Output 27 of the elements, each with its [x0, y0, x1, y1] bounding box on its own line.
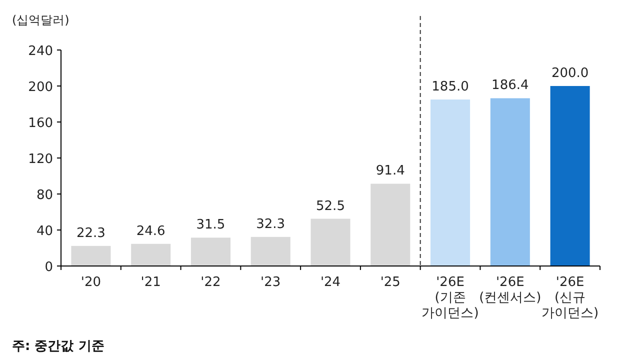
text: 주: 중간값 기준: [12, 339, 104, 354]
x-tick-label: '25: [380, 275, 400, 290]
x-tick-label: '20: [80, 275, 102, 290]
data-label: 200.0: [551, 66, 589, 81]
y-tick-label: 120: [28, 152, 53, 167]
x-tick-label: '24: [320, 275, 341, 290]
x-tick-label: '26E (컨센서스): [479, 275, 542, 306]
data-label: 52.5: [316, 198, 345, 214]
x-tick-label: '23: [260, 275, 281, 290]
data-label: 24.6: [136, 224, 166, 239]
y-tick-label: 80: [36, 188, 53, 203]
y-tick-label: 40: [36, 224, 53, 239]
y-tick-label: 160: [28, 116, 53, 131]
data-label: 91.4: [376, 164, 405, 179]
x-tick-label: '26E (신규 가이던스): [542, 275, 599, 322]
y-tick-label: 240: [28, 44, 53, 59]
data-label: 31.5: [196, 218, 226, 233]
data-label: 185.0: [432, 80, 469, 94]
y-tick-label: 0: [44, 260, 53, 275]
data-label: 186.4: [492, 78, 529, 94]
x-tick-label: '22: [200, 275, 221, 290]
data-label: 32.3: [256, 216, 286, 232]
data-label: 22.3: [76, 226, 106, 241]
x-tick-label: '21: [140, 275, 161, 290]
x-tick-label: '26E (기존 가이던스): [422, 275, 479, 322]
y-tick-label: 200: [28, 80, 53, 95]
y-axis-title: (십억달러): [12, 13, 70, 27]
